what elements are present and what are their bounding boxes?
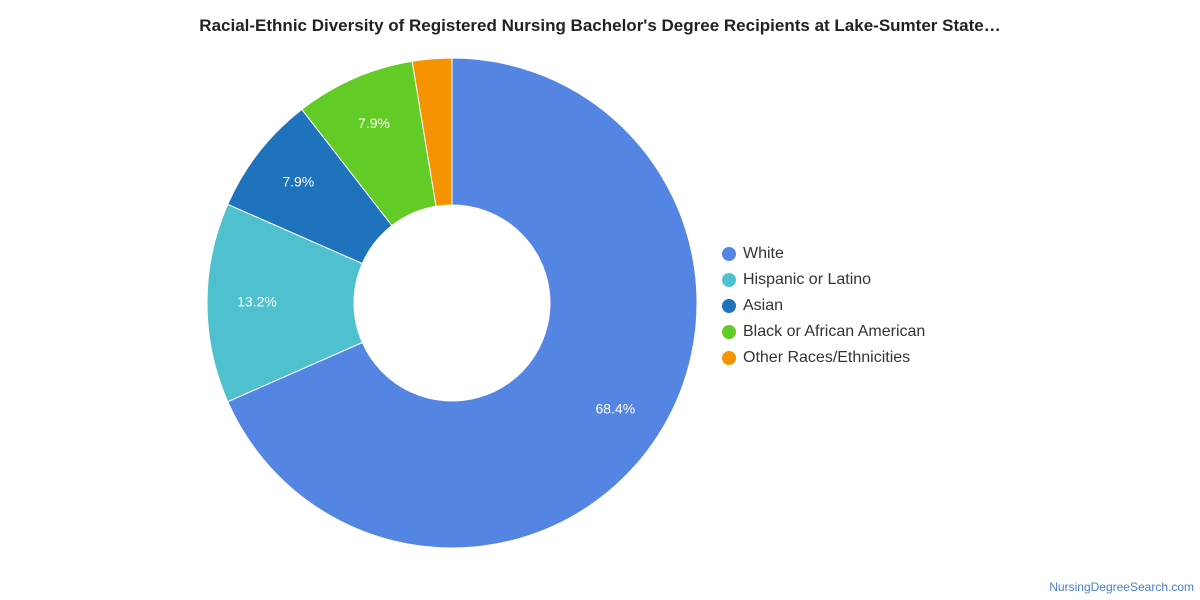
legend-swatch-icon [722, 325, 736, 339]
data-label-black-or-african-american: 7.9% [358, 115, 390, 131]
legend-item-other-races-ethnicities[interactable]: Other Races/Ethnicities [722, 345, 925, 371]
data-label-hispanic-or-latino: 13.2% [237, 294, 277, 310]
legend-label: White [743, 245, 784, 262]
legend-label: Asian [743, 297, 784, 314]
donut-slices [206, 57, 698, 549]
legend-item-asian[interactable]: Asian [722, 293, 925, 319]
source-credit-link[interactable]: NursingDegreeSearch.com [1049, 580, 1194, 594]
slice-other-races-ethnicities[interactable] [411, 57, 453, 207]
legend-item-black-or-african-american[interactable]: Black or African American [722, 319, 925, 345]
slice-hispanic-or-latino[interactable] [206, 203, 363, 403]
legend-item-hispanic-or-latino[interactable]: Hispanic or Latino [722, 267, 925, 293]
data-label-white: 68.4% [595, 400, 635, 416]
slice-labels: 68.4% 13.2% 7.9% 7.9% [237, 115, 635, 416]
data-label-asian: 7.9% [282, 174, 314, 190]
legend-swatch-icon [722, 273, 736, 287]
legend-label: Hispanic or Latino [743, 271, 872, 288]
legend-label: Black or African American [743, 323, 926, 340]
slice-white[interactable] [227, 57, 698, 549]
legend-swatch-icon [722, 351, 736, 365]
legend-item-white[interactable]: White [722, 241, 925, 267]
chart-title: Racial-Ethnic Diversity of Registered Nu… [199, 16, 1001, 35]
legend-swatch-icon [722, 247, 736, 261]
legend-label: Other Races/Ethnicities [743, 349, 911, 366]
chart-legend: White Hispanic or Latino Asian Black or Afr… [722, 241, 925, 371]
legend-swatch-icon [722, 299, 736, 313]
